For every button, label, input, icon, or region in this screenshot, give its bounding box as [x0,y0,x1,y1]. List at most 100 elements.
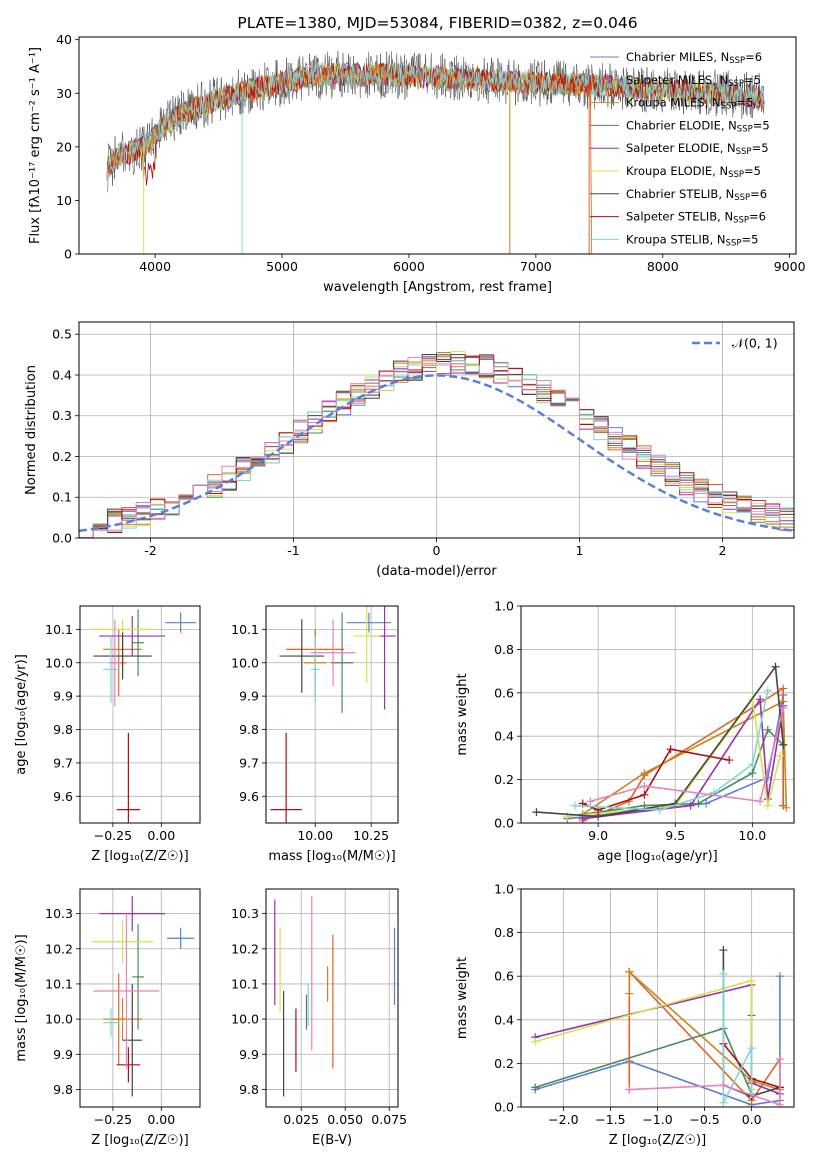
data-point-sa_stelib [116,732,140,823]
data-point-sa_elodie [99,896,166,932]
weight-line [582,700,788,815]
y-tick-label: 9.9 [239,689,259,704]
plot-area [521,606,794,823]
x-tick-label: −1.5 [595,1112,625,1127]
y-tick-label: 10.1 [231,976,259,991]
y-tick-label: 9.7 [239,755,259,770]
y-tick-label: 10.2 [231,941,259,956]
data-point-ch_elodie [132,924,144,1030]
data-point-sa_elodie [99,616,166,657]
x-tick-label: 2 [719,543,727,558]
data-point-kr_elodie [353,606,381,683]
mass-weight-vs-metallicity-panel: −2.0 −1.5 −1.0 −0.5 0.0 0.0 0.2 0.4 0.6 0.8 1.0 Z [… [455,882,795,1148]
y-tick-label: 10.0 [231,655,259,670]
legend-entry: Salpeter STELIB, NSSP=6 [626,210,766,226]
weight-marker [748,760,757,769]
mass-vs-ebv-panel: 0.025 0.050 0.075 9.8 9.9 10.0 10.1 10.2 10.3 E(B… [231,888,407,1148]
legend-entry: Salpeter ELODIE, NSSP=5 [626,141,769,157]
weight-marker [702,799,711,808]
weight-marker [782,803,791,812]
x-tick-label: 9.0 [588,828,608,843]
x-tick-label: 4000 [139,259,171,274]
x-tick-label: -1 [287,543,299,558]
data-point-sa_stelib [116,1047,140,1083]
axes-frame [520,888,795,1108]
data-point-kr_miles [103,998,142,1041]
mass-vs-metallicity-panel: −0.25 0.00 9.8 9.9 10.0 10.1 10.2 10.3 Z [log₁₀(… [14,888,201,1148]
y-tick-label: 0.0 [52,531,72,546]
weight-marker [747,1044,756,1053]
plot-area [80,889,200,1107]
x-tick-label: 10.00 [297,828,333,843]
x-axis-label: (data-model)/error [376,564,497,579]
weight-marker [771,662,780,671]
x-axis-label: mass [log₁₀(M/M☉)] [268,849,395,864]
weight-line [590,707,784,803]
y-axis-label: Flux [fλ10⁻¹⁷ erg cm⁻² s⁻¹ A⁻¹] [28,47,43,244]
legend-label-sub: SSP [734,193,750,203]
spectrum-line-sa_stelib [106,62,765,186]
x-tick-label: 7000 [520,259,552,274]
weight-marker [531,1037,540,1046]
weight-series-kr_stelib [570,686,772,814]
age-vs-metallicity-panel: −0.25 0.00 9.6 9.7 9.8 9.9 10.0 10.1 Z [log₁₀(Z/… [14,605,201,864]
weight-marker [532,808,541,817]
y-tick-label: 10 [56,193,72,208]
axes-frame [78,321,795,539]
weight-marker [756,797,765,806]
y-tick-label: 0.2 [52,449,72,464]
data-point-kr_elodie [91,920,154,963]
axes-frame [79,605,201,824]
weight-marker [748,769,757,778]
x-tick-label: −0.5 [689,1112,719,1127]
weight-line [628,970,781,1091]
weight-line [574,690,769,811]
y-tick-label: 0 [64,247,72,262]
weight-marker [640,790,649,799]
y-axis-label: Normed distribution [24,365,39,495]
legend-label-tail: =5 [741,232,758,246]
weight-marker [625,989,634,998]
weight-marker [666,745,675,754]
weight-line [536,664,784,818]
legend-label-main: Kroupa STELIB, N [626,232,726,246]
y-tick-label: 10.3 [231,906,259,921]
legend-label-main: Chabrier MILES, N [626,50,729,64]
weight-marker [586,797,595,806]
legend-label-tail: =6 [750,187,767,201]
y-tick-label: 0.0 [494,816,514,831]
legend-label-tail: =5 [752,141,769,155]
x-tick-label: 0.025 [283,1112,319,1127]
spectrum-panel: 4000 5000 6000 7000 8000 9000 0 10 20 30 40 wavelen… [28,14,806,295]
y-tick-label: 10.1 [45,622,73,637]
data-point-ch_elodie [132,609,144,677]
y-tick-label: 0.4 [52,367,72,382]
legend-entry: Chabrier ELODIE, NSSP=5 [626,118,770,134]
spectrum-title: PLATE=1380, MJD=53084, FIBERID=0382, z=0… [237,14,637,32]
x-tick-label: 0.0 [742,1112,762,1127]
y-tick-label: 0.1 [52,490,72,505]
x-tick-label: 10.25 [353,828,389,843]
weight-marker [719,1098,728,1107]
y-tick-label: 10.1 [231,622,259,637]
axes-frame [520,605,795,824]
data-point-ch_elodie [330,612,354,713]
legend-label-sub: SSP [728,170,744,180]
weight-marker [640,769,649,778]
legend-label-sub: SSP [737,124,753,134]
plot-area [266,889,398,1107]
y-tick-label: 10.0 [45,1012,73,1027]
y-tick-label: 0.6 [494,969,514,984]
legend-label-main: Salpeter MILES, N [626,73,728,87]
weight-marker [725,756,734,765]
weight-series-extra_pink [586,703,788,806]
data-point-extra_pink [93,913,160,1069]
y-tick-label: 9.9 [53,1047,73,1062]
legend-label-main: Salpeter ELODIE, N [626,141,736,155]
y-tick-label: 10.0 [45,655,73,670]
y-tick-label: 0.5 [52,327,72,342]
y-tick-label: 0.2 [494,1056,514,1071]
weight-marker [655,805,664,814]
y-axis-label: mass weight [455,673,470,755]
